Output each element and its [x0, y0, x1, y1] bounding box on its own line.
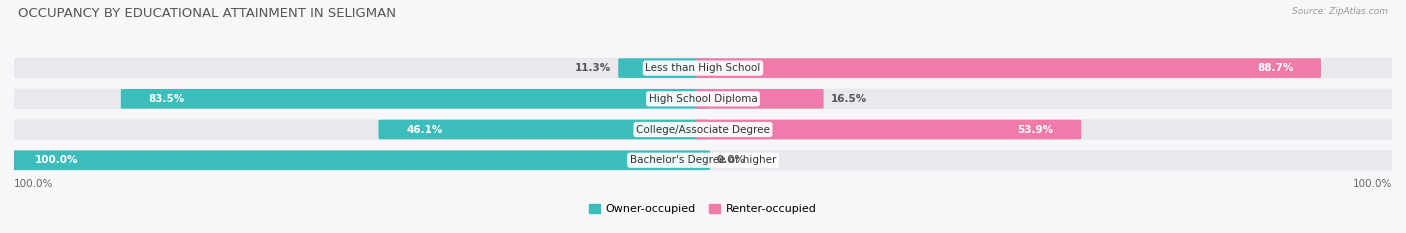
Text: Bachelor's Degree or higher: Bachelor's Degree or higher [630, 155, 776, 165]
Text: 46.1%: 46.1% [406, 124, 443, 134]
FancyBboxPatch shape [7, 151, 710, 170]
Text: High School Diploma: High School Diploma [648, 94, 758, 104]
FancyBboxPatch shape [0, 119, 1406, 140]
Text: 53.9%: 53.9% [1018, 124, 1053, 134]
FancyBboxPatch shape [696, 58, 1322, 78]
Text: Less than High School: Less than High School [645, 63, 761, 73]
Text: Source: ZipAtlas.com: Source: ZipAtlas.com [1292, 7, 1388, 16]
FancyBboxPatch shape [0, 150, 1406, 170]
Text: 11.3%: 11.3% [575, 63, 612, 73]
Text: 100.0%: 100.0% [14, 179, 53, 189]
Text: OCCUPANCY BY EDUCATIONAL ATTAINMENT IN SELIGMAN: OCCUPANCY BY EDUCATIONAL ATTAINMENT IN S… [18, 7, 396, 20]
Text: 0.0%: 0.0% [717, 155, 745, 165]
FancyBboxPatch shape [0, 89, 1406, 109]
FancyBboxPatch shape [619, 58, 710, 78]
FancyBboxPatch shape [378, 120, 710, 139]
FancyBboxPatch shape [121, 89, 710, 109]
Text: 88.7%: 88.7% [1257, 63, 1294, 73]
FancyBboxPatch shape [696, 89, 824, 109]
Text: 83.5%: 83.5% [149, 94, 184, 104]
Text: 16.5%: 16.5% [831, 94, 866, 104]
FancyBboxPatch shape [696, 120, 1081, 139]
Text: 100.0%: 100.0% [35, 155, 79, 165]
Text: College/Associate Degree: College/Associate Degree [636, 124, 770, 134]
Text: 100.0%: 100.0% [1353, 179, 1392, 189]
Legend: Owner-occupied, Renter-occupied: Owner-occupied, Renter-occupied [589, 204, 817, 214]
FancyBboxPatch shape [0, 58, 1406, 78]
